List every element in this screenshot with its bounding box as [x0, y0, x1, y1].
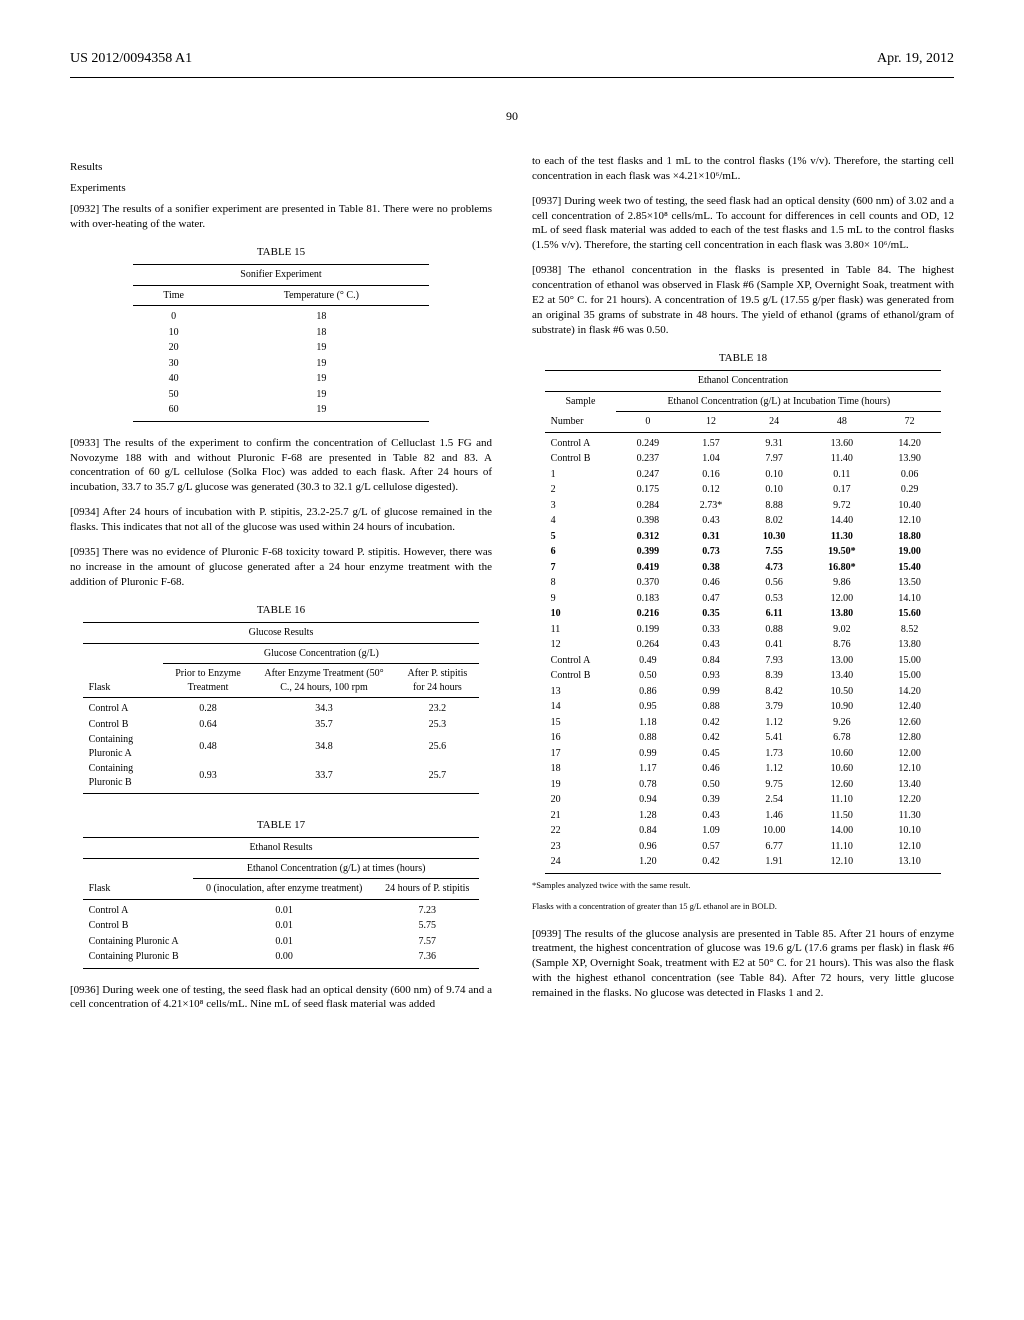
table-row: 190.780.509.7512.6013.40 — [545, 777, 942, 793]
table-17: Ethanol Results Ethanol Concentration (g… — [83, 837, 480, 969]
table-row: 241.200.421.9112.1013.10 — [545, 854, 942, 873]
experiments-heading: Experiments — [70, 181, 492, 196]
table-row: Containing Pluronic B0.007.36 — [83, 949, 480, 968]
right-column: to each of the test flasks and 1 mL to t… — [532, 154, 954, 1022]
table-18-footnote-1: *Samples analyzed twice with the same re… — [532, 880, 954, 891]
table-row: 90.1830.470.5312.0014.10 — [545, 591, 942, 607]
para-0937: [0937] During week two of testing, the s… — [532, 194, 954, 253]
page-number: 90 — [70, 108, 954, 124]
table-18-caption: TABLE 18 — [532, 351, 954, 366]
table-row: Containing Pluronic A0.017.57 — [83, 934, 480, 950]
table-row: Containing Pluronic B0.9333.725.7 — [83, 761, 480, 794]
table-row: 40.3980.438.0214.4012.10 — [545, 513, 942, 529]
para-0933: [0933] The results of the experiment to … — [70, 436, 492, 495]
two-column-layout: Results Experiments [0932] The results o… — [70, 154, 954, 1022]
table-17-title: Ethanol Results — [83, 838, 480, 859]
table-row: 1018 — [133, 325, 428, 341]
table-row: 120.2640.430.418.7613.80 — [545, 637, 942, 653]
table-row: 80.3700.460.569.8613.50 — [545, 575, 942, 591]
table-row: Control A0.017.23 — [83, 899, 480, 918]
table-16-h2: After Enzyme Treatment (50° C., 24 hours… — [253, 664, 396, 698]
table-row: 4019 — [133, 371, 428, 387]
table-row: 160.880.425.416.7812.80 — [545, 730, 942, 746]
table-row: Control B0.2371.047.9711.4013.90 — [545, 451, 942, 467]
table-row: 151.180.421.129.2612.60 — [545, 715, 942, 731]
table-17-h1: 0 (inoculation, after enzyme treatment) — [193, 879, 375, 900]
table-18-footnote-2: Flasks with a concentration of greater t… — [532, 901, 954, 912]
table-row: 50.3120.3110.3011.3018.80 — [545, 529, 942, 545]
para-0936: [0936] During week one of testing, the s… — [70, 983, 492, 1013]
table-row: Control A0.2834.323.2 — [83, 698, 480, 717]
table-row: 018 — [133, 306, 428, 325]
table-16-span: Glucose Concentration (g/L) — [163, 643, 479, 664]
table-row: 20.1750.120.100.170.29 — [545, 482, 942, 498]
results-heading: Results — [70, 160, 492, 175]
table-18-h0: Sample — [545, 391, 617, 412]
table-15-h1: Time — [133, 285, 214, 306]
table-row: 70.4190.384.7316.80*15.40 — [545, 560, 942, 576]
table-17-span: Ethanol Concentration (g/L) at times (ho… — [193, 858, 479, 879]
table-16: Glucose Results Glucose Concentration (g… — [83, 622, 480, 794]
table-15-title: Sonifier Experiment — [133, 265, 428, 286]
table-16-h3: After P. stipitis for 24 hours — [395, 664, 479, 698]
table-15-h2: Temperature (° C.) — [214, 285, 429, 306]
table-18-col: 12 — [679, 412, 742, 433]
table-row: 30.2842.73*8.889.7210.40 — [545, 498, 942, 514]
left-column: Results Experiments [0932] The results o… — [70, 154, 492, 1022]
table-row: 170.990.451.7310.6012.00 — [545, 746, 942, 762]
table-row: Control A0.490.847.9313.0015.00 — [545, 653, 942, 669]
table-row: Containing Pluronic A0.4834.825.6 — [83, 732, 480, 761]
publication-date: Apr. 19, 2012 — [877, 50, 954, 69]
table-row: 230.960.576.7711.1012.10 — [545, 839, 942, 855]
table-row: 181.170.461.1210.6012.10 — [545, 761, 942, 777]
table-row: 2019 — [133, 340, 428, 356]
table-17-h2: 24 hours of P. stipitis — [375, 879, 479, 900]
table-18-sub0: Number — [545, 412, 617, 433]
table-18-col: 72 — [878, 412, 941, 433]
table-18-col: 24 — [743, 412, 806, 433]
table-row: 60.3990.737.5519.50*19.00 — [545, 544, 942, 560]
header-rule — [70, 77, 954, 78]
table-row: 130.860.998.4210.5014.20 — [545, 684, 942, 700]
table-16-caption: TABLE 16 — [70, 603, 492, 618]
table-15: Sonifier Experiment Time Temperature (° … — [133, 264, 428, 422]
table-row: 200.940.392.5411.1012.20 — [545, 792, 942, 808]
table-row: 220.841.0910.0014.0010.10 — [545, 823, 942, 839]
para-0938: [0938] The ethanol concentration in the … — [532, 263, 954, 337]
table-18-span: Ethanol Concentration (g/L) at Incubatio… — [616, 391, 941, 412]
table-row: 10.2470.160.100.110.06 — [545, 467, 942, 483]
para-0935: [0935] There was no evidence of Pluronic… — [70, 545, 492, 590]
table-row: Control B0.500.938.3913.4015.00 — [545, 668, 942, 684]
table-row: Control B0.6435.725.3 — [83, 717, 480, 733]
table-16-h0: Flask — [83, 664, 164, 698]
para-cont: to each of the test flasks and 1 mL to t… — [532, 154, 954, 184]
table-row: 140.950.883.7910.9012.40 — [545, 699, 942, 715]
table-row: 110.1990.330.889.028.52 — [545, 622, 942, 638]
para-0939: [0939] The results of the glucose analys… — [532, 927, 954, 1001]
table-16-title: Glucose Results — [83, 623, 480, 644]
page-header: US 2012/0094358 A1 Apr. 19, 2012 — [70, 50, 954, 69]
table-18-col: 0 — [616, 412, 679, 433]
table-row: 3019 — [133, 356, 428, 372]
table-17-caption: TABLE 17 — [70, 818, 492, 833]
table-18: Ethanol Concentration Sample Ethanol Con… — [545, 370, 942, 874]
para-0932: [0932] The results of a sonifier experim… — [70, 202, 492, 232]
publication-number: US 2012/0094358 A1 — [70, 50, 192, 69]
table-row: Control A0.2491.579.3113.6014.20 — [545, 432, 942, 451]
table-17-h0: Flask — [83, 879, 193, 900]
table-row: Control B0.015.75 — [83, 918, 480, 934]
table-15-caption: TABLE 15 — [70, 245, 492, 260]
table-18-title: Ethanol Concentration — [545, 371, 942, 392]
para-0934: [0934] After 24 hours of incubation with… — [70, 505, 492, 535]
table-row: 100.2160.356.1113.8015.60 — [545, 606, 942, 622]
table-row: 6019 — [133, 402, 428, 421]
table-row: 5019 — [133, 387, 428, 403]
table-18-col: 48 — [806, 412, 878, 433]
table-row: 211.280.431.4611.5011.30 — [545, 808, 942, 824]
table-16-h1: Prior to Enzyme Treatment — [163, 664, 252, 698]
